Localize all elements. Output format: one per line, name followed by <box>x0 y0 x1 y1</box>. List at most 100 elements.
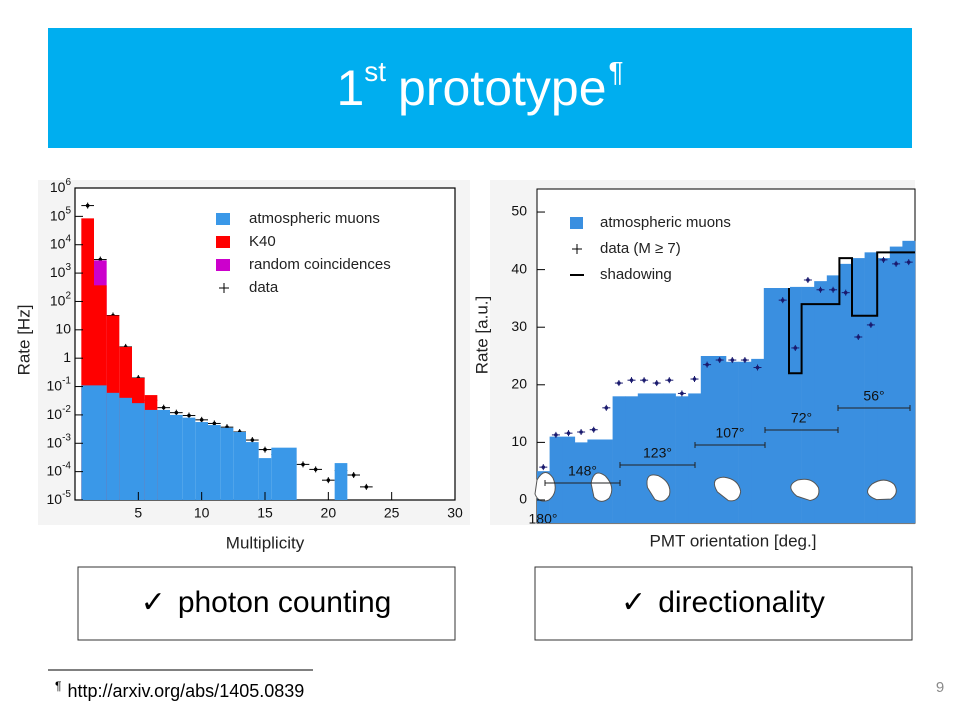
point-dot <box>881 258 886 262</box>
point-dot <box>364 485 369 489</box>
x-tick-label: 5 <box>134 505 142 521</box>
bar <box>195 422 208 500</box>
tick-exp: 3 <box>65 262 71 273</box>
y-tick-label: 20 <box>511 375 527 391</box>
point-dot <box>604 406 609 410</box>
bar <box>700 356 714 523</box>
bar <box>889 246 903 523</box>
point-dot <box>869 323 873 327</box>
point-dot <box>617 381 621 385</box>
point-dot <box>717 358 722 362</box>
bar <box>549 436 563 523</box>
y-tick-label: 10-5 <box>47 489 72 507</box>
point-dot <box>743 358 747 362</box>
x-axis-label: Multiplicity <box>226 533 305 552</box>
x-tick-label: 30 <box>447 505 463 521</box>
point-dot <box>692 377 697 381</box>
data-point <box>791 344 800 351</box>
check: ✓ <box>141 586 166 619</box>
y-tick-label: 104 <box>50 233 72 251</box>
legend-swatch <box>216 236 230 248</box>
legend-box <box>560 208 790 288</box>
data-point <box>195 416 208 423</box>
bar <box>94 385 107 500</box>
point-dot <box>793 346 798 350</box>
point-dot <box>541 465 546 469</box>
bar <box>182 417 196 500</box>
slide-title: 1st prototype¶ <box>336 56 623 116</box>
footnote-text: http://arxiv.org/abs/1405.0839 <box>67 681 304 701</box>
point-dot <box>642 378 646 382</box>
bar <box>106 392 120 500</box>
data-point <box>309 466 322 473</box>
data-point <box>715 357 724 364</box>
data-point <box>677 390 686 397</box>
data-point <box>740 357 749 364</box>
data-point <box>640 377 649 384</box>
bar <box>625 396 639 523</box>
bar <box>208 425 221 500</box>
point-dot <box>174 410 179 415</box>
data-point <box>690 376 699 383</box>
data-point <box>614 380 623 387</box>
bar <box>637 393 651 523</box>
bar <box>688 393 702 523</box>
point-dot <box>705 362 709 367</box>
data-point <box>841 289 850 296</box>
y-tick-label: 105 <box>50 205 72 223</box>
bar <box>562 436 576 523</box>
legend-swatch <box>570 217 583 229</box>
point-dot <box>161 405 166 410</box>
bar <box>675 396 689 523</box>
bar <box>284 447 297 500</box>
y-tick-label: 30 <box>511 318 527 334</box>
point-dot <box>818 287 823 292</box>
y-axis-label: Rate [Hz] <box>14 305 33 376</box>
y-tick-label: 50 <box>511 203 527 219</box>
tick-exp: -4 <box>62 460 71 471</box>
box-label: photon counting <box>178 586 392 619</box>
point-dot <box>629 378 634 382</box>
bar <box>902 240 916 524</box>
point-dot <box>906 260 911 264</box>
data-point <box>816 286 825 293</box>
tick-exp: -2 <box>62 404 71 415</box>
data-point <box>753 364 762 371</box>
tick-base: 10 <box>50 292 66 308</box>
data-point <box>866 321 875 328</box>
legend-label: data (M ≥ 7) <box>600 240 681 257</box>
bar <box>877 258 891 523</box>
data-point <box>539 464 548 471</box>
point-dot <box>554 433 558 437</box>
bar <box>776 281 790 523</box>
data-point <box>564 430 573 437</box>
tick-base: 10 <box>47 406 63 422</box>
legend-swatch <box>216 259 230 271</box>
point-dot <box>85 203 90 208</box>
x-tick-label: 10 <box>194 505 210 521</box>
legend-label: shadowing <box>600 266 672 283</box>
bar <box>271 447 284 500</box>
footnote: ¶ http://arxiv.org/abs/1405.0839 <box>55 679 304 701</box>
tick-exp: 6 <box>65 177 71 188</box>
data-point <box>296 461 310 468</box>
point-dot <box>806 278 810 282</box>
legend-swatch <box>216 213 230 225</box>
x-tick-label: 15 <box>257 505 273 521</box>
bar <box>814 281 828 523</box>
data-point <box>347 472 360 479</box>
bar <box>334 463 348 500</box>
data-point <box>258 446 272 453</box>
title-main: prototype <box>398 60 606 116</box>
data-point <box>892 260 901 267</box>
data-point <box>360 483 373 490</box>
legend-label: K40 <box>249 233 276 250</box>
data-point <box>602 404 611 411</box>
data-point <box>829 286 838 293</box>
tick-base: 10 <box>50 207 66 223</box>
pmt-icon <box>713 476 742 502</box>
title-sup: st <box>364 56 386 87</box>
box-text: ✓ directionality <box>621 586 825 619</box>
